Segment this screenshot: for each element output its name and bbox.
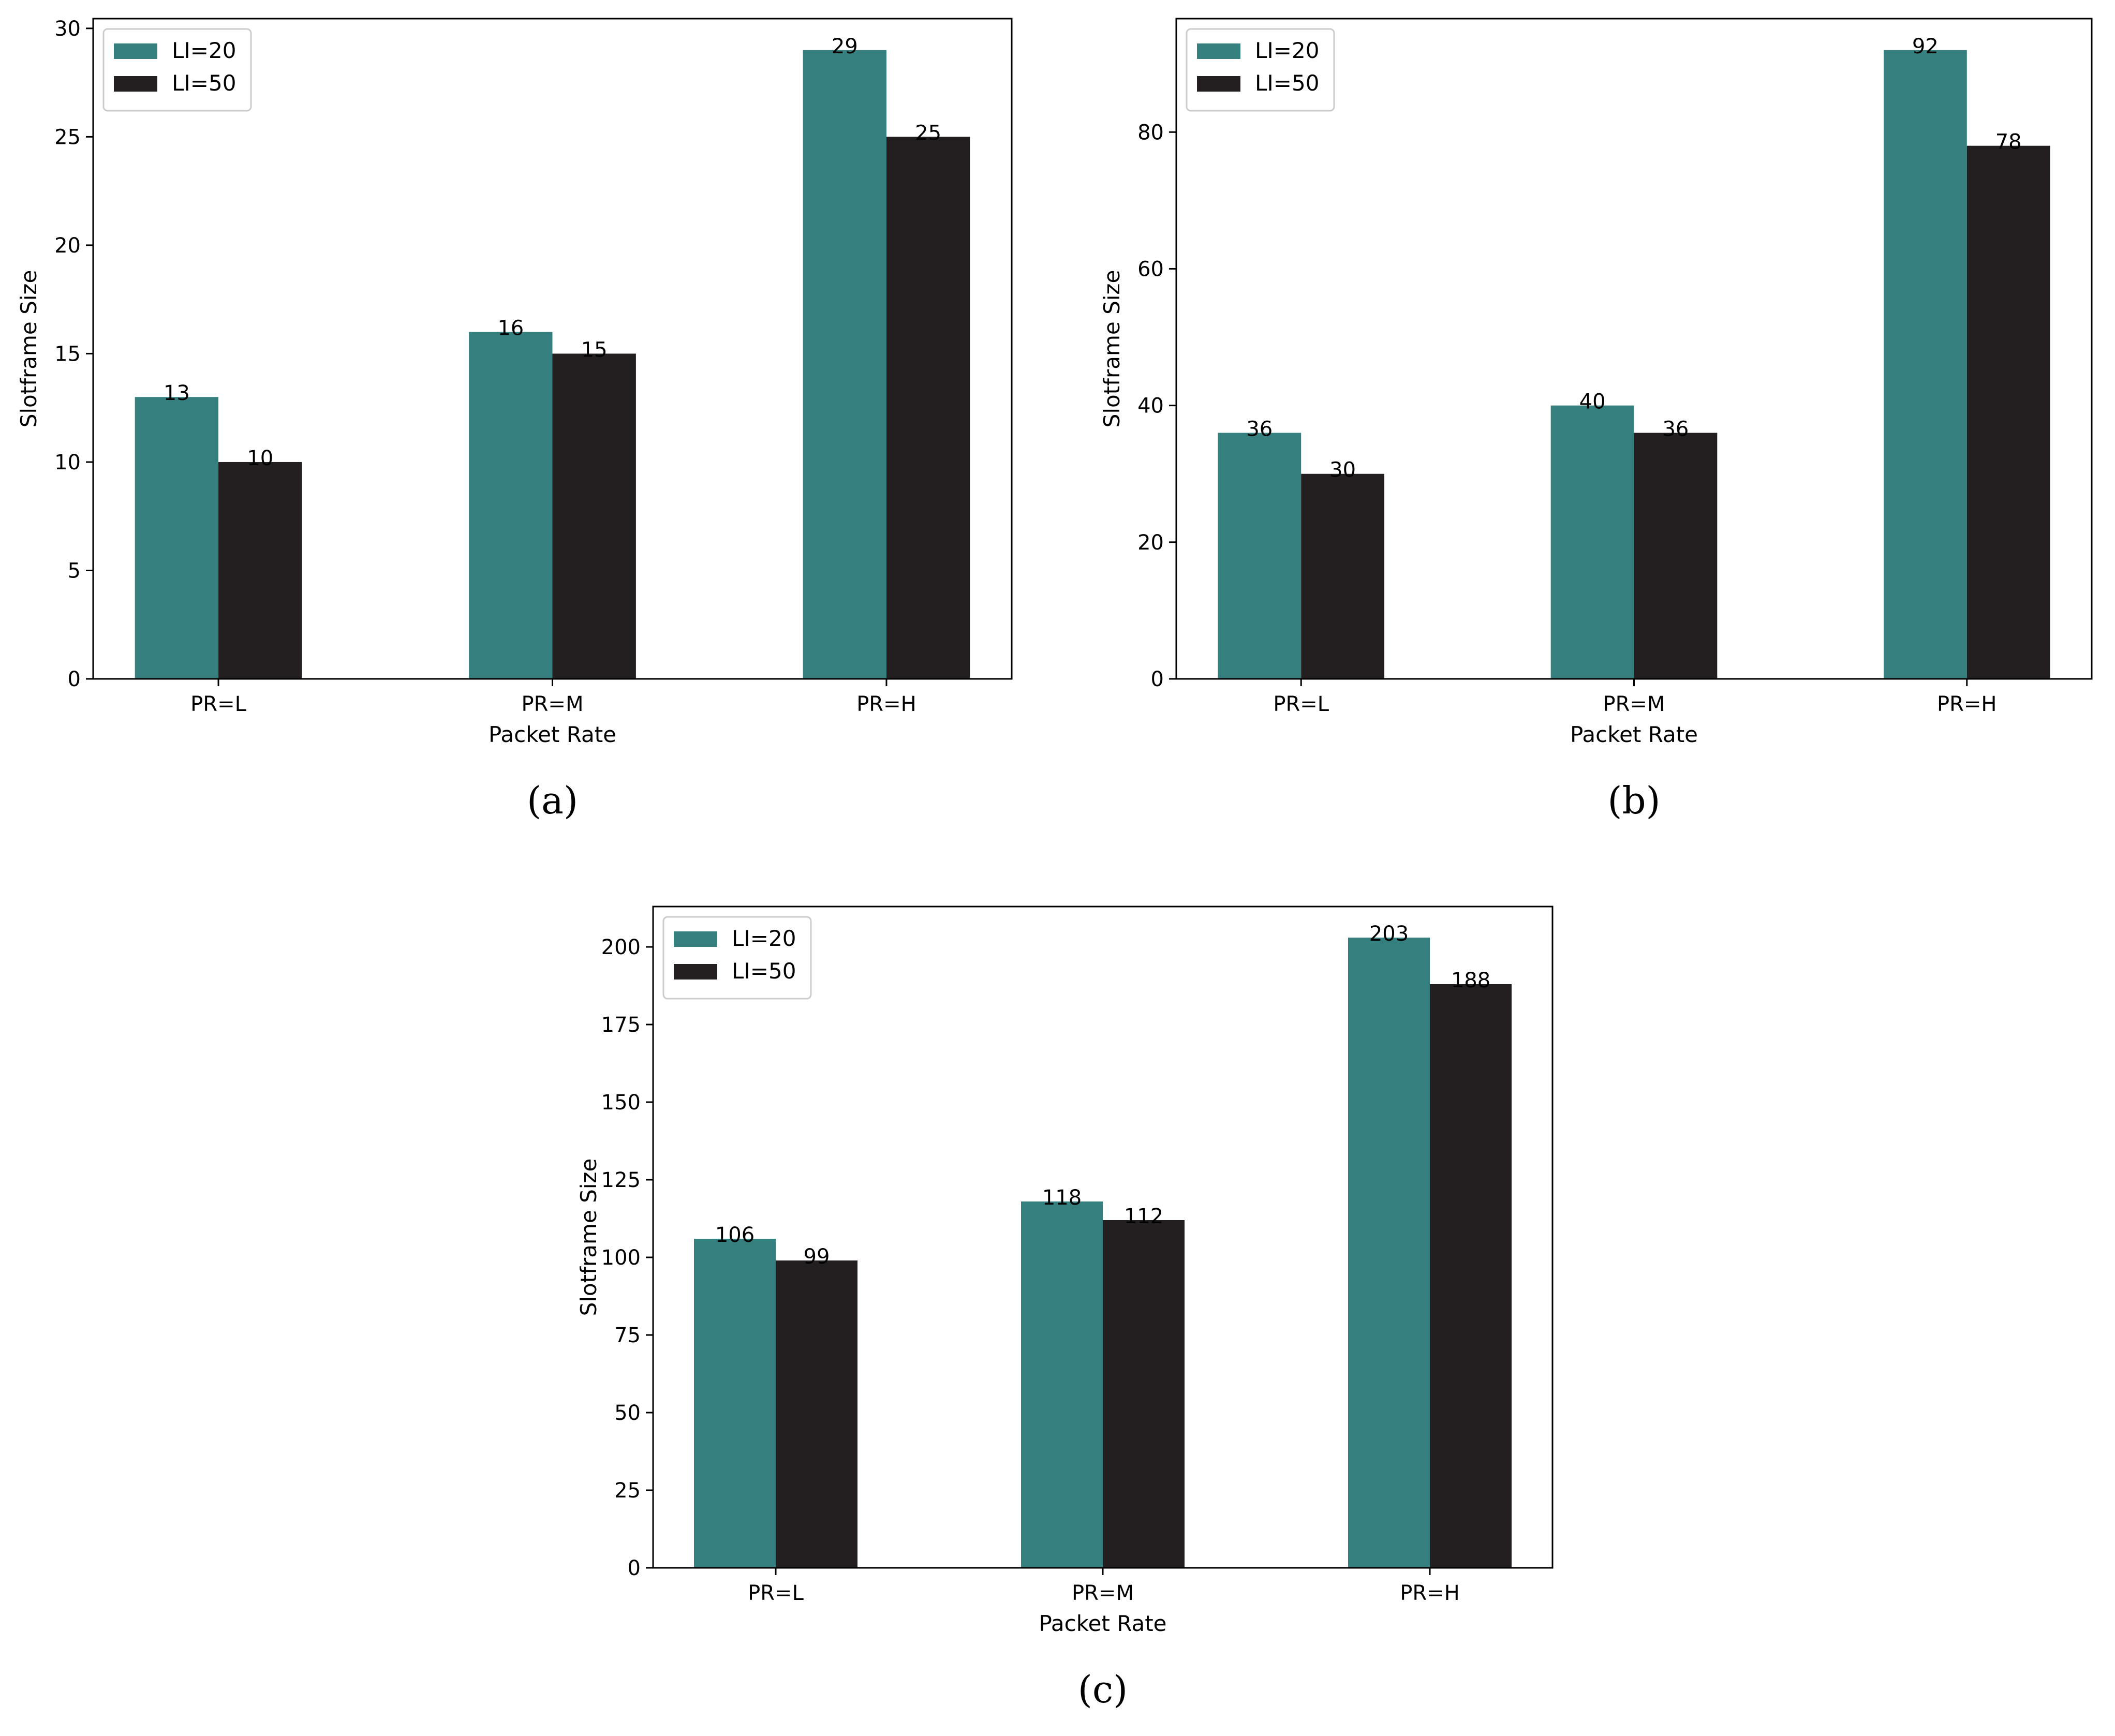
y-tick-label: 25: [614, 1479, 641, 1503]
legend-swatch: [114, 76, 157, 92]
y-tick-label: 200: [601, 936, 641, 959]
x-tick-label: PR=M: [1072, 1581, 1134, 1605]
x-axis-label: Packet Rate: [1039, 1611, 1166, 1636]
bar-li50-pr-m: [552, 353, 636, 679]
y-axis-label: Slotframe Size: [1099, 270, 1125, 428]
data-label: 112: [1124, 1205, 1163, 1228]
bar-li20-pr-h: [1883, 50, 1967, 679]
y-tick-label: 60: [1137, 257, 1164, 281]
x-tick-label: PR=H: [1400, 1581, 1460, 1605]
data-label: 16: [497, 317, 524, 340]
y-tick-label: 100: [601, 1246, 641, 1270]
legend-label: LI=50: [732, 958, 796, 984]
y-tick-label: 40: [1137, 394, 1164, 418]
bar-li50-pr-l: [1301, 473, 1385, 679]
y-tick-label: 25: [54, 125, 81, 149]
bar-li20-pr-m: [1550, 405, 1634, 679]
chart-c: 106 118 203 99 112 188 0 25 50 75 100 125 150 175 200 P…: [576, 906, 1554, 1711]
bar-li20-pr-l: [694, 1239, 776, 1568]
y-tick-label: 10: [54, 451, 81, 474]
bar-li20-pr-m: [469, 332, 553, 679]
bar-li50-pr-m: [1634, 433, 1718, 679]
data-label: 40: [1579, 390, 1606, 414]
data-label: 36: [1246, 417, 1273, 441]
legend-label: LI=50: [1255, 70, 1319, 96]
legend-label: LI=20: [172, 38, 236, 63]
x-tick-label: PR=L: [748, 1581, 804, 1605]
y-tick-label: 50: [614, 1401, 641, 1425]
data-label: 99: [804, 1245, 830, 1269]
data-label: 78: [1995, 130, 2022, 154]
figure-caption: (c): [1078, 1668, 1128, 1711]
bar-li50-pr-l: [776, 1260, 857, 1568]
y-tick-label: 5: [68, 559, 81, 583]
y-tick-label: 0: [628, 1556, 641, 1580]
bar-li50-pr-m: [1103, 1220, 1185, 1568]
y-axis-label: Slotframe Size: [576, 1159, 601, 1316]
legend-swatch: [114, 43, 157, 59]
y-tick-label: 15: [54, 342, 81, 366]
y-tick-label: 75: [614, 1324, 641, 1347]
y-tick-label: 20: [54, 234, 81, 258]
x-tick-label: PR=H: [1937, 692, 1997, 716]
y-tick-label: 0: [68, 667, 81, 691]
y-tick-label: 175: [601, 1013, 641, 1037]
bar-li50-pr-h: [886, 137, 970, 679]
legend-swatch: [1197, 76, 1240, 92]
data-label: 92: [1912, 35, 1939, 58]
x-axis-label: Packet Rate: [489, 722, 616, 747]
figure-caption: (b): [1607, 779, 1660, 822]
data-label: 29: [832, 35, 858, 58]
data-label: 188: [1451, 969, 1490, 992]
legend-swatch: [674, 964, 717, 980]
data-label: 36: [1662, 417, 1689, 441]
figure-caption: (a): [527, 779, 578, 822]
bar-li50-pr-l: [218, 462, 302, 679]
y-tick-label: 125: [601, 1168, 641, 1192]
data-label: 15: [581, 338, 608, 362]
bar-li50-pr-h: [1430, 984, 1512, 1568]
bar-li20-pr-h: [803, 50, 886, 679]
legend-label: LI=50: [172, 70, 236, 96]
data-label: 10: [247, 447, 273, 470]
x-tick-label: PR=L: [1273, 692, 1329, 716]
legend-swatch: [674, 931, 717, 947]
y-axis-label: Slotframe Size: [16, 270, 41, 428]
legend-label: LI=20: [1255, 38, 1319, 63]
y-tick-label: 0: [1151, 667, 1164, 691]
legend-swatch: [1197, 43, 1240, 59]
y-tick-label: 80: [1137, 121, 1164, 144]
y-tick-label: 150: [601, 1091, 641, 1115]
bar-li50-pr-h: [1966, 145, 2050, 679]
x-tick-label: PR=H: [856, 692, 916, 716]
bar-li20-pr-h: [1348, 938, 1430, 1568]
chart-a: 13 16 29 10 15 25 0 5 10 15 20 25 30 PR=L PR=M PR=H Pack…: [16, 17, 1013, 822]
x-tick-label: PR=M: [1603, 692, 1665, 716]
data-label: 106: [715, 1223, 755, 1247]
x-tick-label: PR=M: [522, 692, 584, 716]
bar-li20-pr-m: [1021, 1201, 1103, 1568]
data-label: 118: [1042, 1186, 1082, 1210]
bar-li20-pr-l: [1218, 433, 1301, 679]
chart-b: 36 40 92 30 36 78 0 20 40 60 80 PR=L PR=M PR=H Packet …: [1099, 18, 2093, 822]
x-tick-label: PR=L: [190, 692, 246, 716]
data-label: 13: [164, 381, 190, 405]
legend-label: LI=20: [732, 926, 796, 951]
bar-li20-pr-l: [135, 397, 219, 679]
data-label: 203: [1369, 922, 1409, 946]
data-label: 30: [1329, 458, 1356, 482]
y-tick-label: 30: [54, 17, 81, 41]
y-tick-label: 20: [1137, 531, 1164, 555]
x-axis-label: Packet Rate: [1570, 722, 1698, 747]
data-label: 25: [915, 121, 941, 145]
